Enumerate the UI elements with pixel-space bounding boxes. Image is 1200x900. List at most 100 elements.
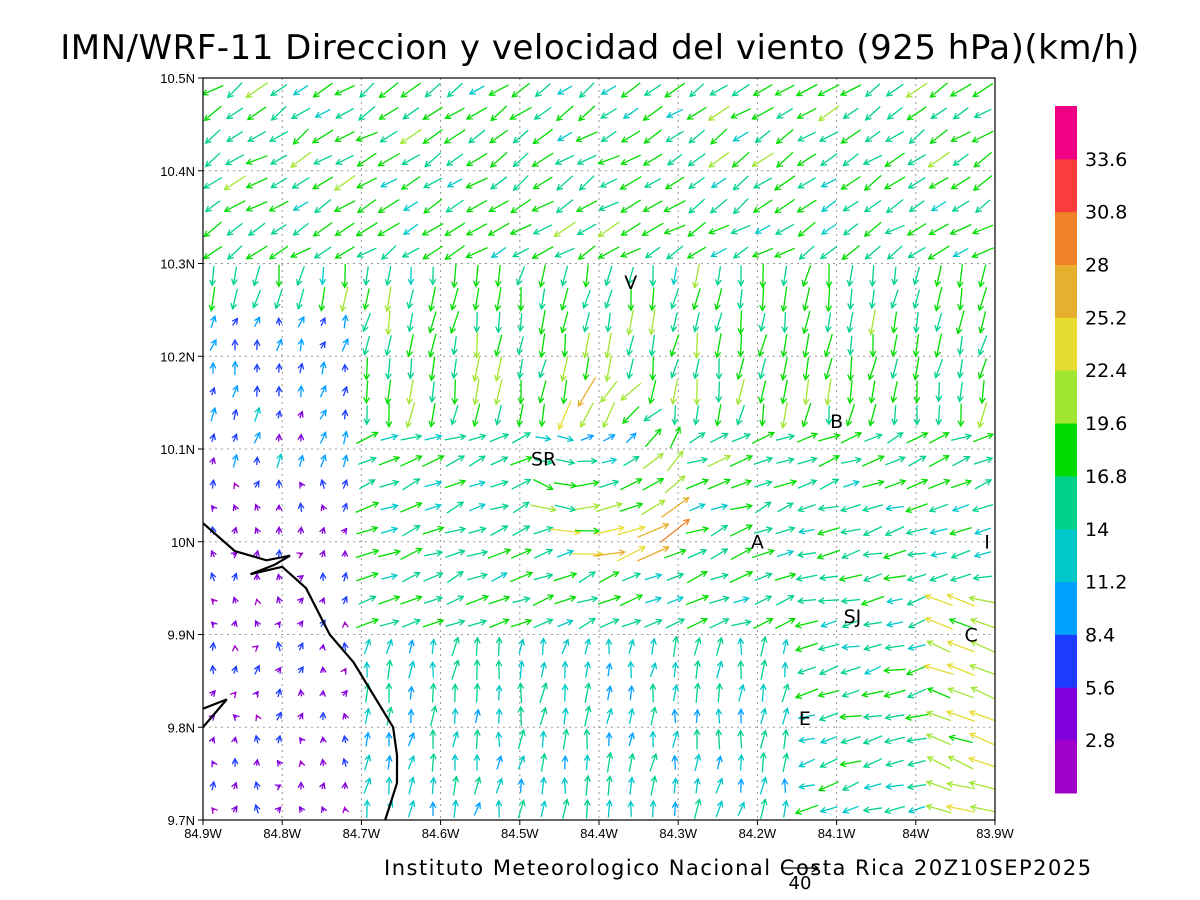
wind-arrow	[495, 778, 503, 794]
wind-arrow	[915, 311, 919, 333]
wind-arrow	[951, 131, 971, 142]
wind-arrowhead	[490, 251, 498, 259]
wind-arrowhead	[210, 314, 217, 323]
wind-arrow	[694, 405, 700, 425]
wind-arrow	[687, 549, 707, 559]
wind-arrow	[597, 596, 621, 605]
wind-arrowhead	[694, 753, 702, 761]
wind-arrowhead	[735, 418, 743, 426]
wind-arrow	[444, 435, 466, 441]
wind-arrowhead	[452, 775, 460, 783]
wind-arrowhead	[436, 571, 444, 579]
wind-arrowhead	[537, 396, 545, 404]
wind-arrowhead	[445, 206, 453, 213]
wind-arrowhead	[971, 251, 979, 259]
wind-arrow	[907, 552, 927, 556]
wind-arrowhead	[474, 776, 482, 784]
wind-arrowhead	[495, 707, 503, 715]
wind-arrow	[408, 312, 414, 332]
wind-arrowhead	[546, 525, 554, 533]
wind-arrow	[950, 480, 972, 489]
wind-arrowhead	[732, 252, 740, 259]
wind-arrow	[841, 598, 861, 602]
wind-arrowhead	[566, 549, 575, 556]
wind-arrowhead	[905, 736, 914, 744]
wind-arrowhead	[907, 760, 915, 768]
wind-arrowhead	[538, 350, 546, 359]
wind-arrowhead	[817, 644, 826, 652]
wind-arrow	[891, 358, 899, 379]
wind-arrowhead	[587, 434, 595, 441]
wind-arrow	[357, 199, 377, 213]
wind-arrowhead	[562, 728, 570, 736]
wind-arrow	[629, 777, 633, 795]
wind-arrowhead	[318, 596, 326, 605]
wind-arrow	[716, 266, 722, 286]
wind-arrowhead	[576, 158, 584, 165]
wind-arrow	[905, 713, 929, 719]
wind-arrowhead	[247, 229, 255, 237]
wind-arrowhead	[883, 807, 892, 814]
wind-arrow	[598, 246, 620, 259]
wind-arrowhead	[393, 549, 402, 556]
wind-arrowhead	[795, 574, 803, 582]
wind-arrow	[935, 312, 943, 332]
wind-arrow	[952, 200, 970, 212]
wind-arrowhead	[819, 252, 827, 260]
wind-arrowhead	[714, 303, 721, 311]
wind-arrow	[513, 174, 529, 191]
wind-arrow	[820, 758, 838, 768]
wind-arrowhead	[767, 548, 775, 556]
wind-arrow	[489, 200, 509, 212]
wind-arrow	[600, 107, 618, 119]
wind-arrowhead	[869, 280, 877, 288]
wind-arrow	[378, 456, 400, 466]
wind-arrowhead	[926, 640, 934, 647]
wind-arrow	[380, 504, 398, 511]
wind-arrowhead	[480, 572, 489, 580]
wind-arrowhead	[245, 205, 253, 212]
wind-arrow	[775, 527, 795, 535]
wind-arrow	[802, 403, 812, 427]
wind-arrowhead	[229, 691, 237, 699]
wind-arrow	[519, 683, 523, 704]
wind-arrow	[686, 571, 708, 584]
wind-arrow	[761, 404, 765, 426]
wind-arrow	[781, 708, 789, 725]
wind-arrow	[446, 199, 464, 213]
wind-arrowhead	[657, 478, 665, 485]
wind-arrowhead	[538, 280, 545, 289]
wind-arrowhead	[539, 776, 547, 784]
wind-arrowhead	[369, 595, 377, 602]
x-tick-label: 84.4W	[580, 826, 618, 841]
wind-arrowhead	[971, 505, 980, 513]
wind-arrowhead	[444, 112, 452, 119]
wind-arrow	[254, 665, 260, 675]
wind-arrow	[468, 455, 486, 467]
wind-arrow	[623, 456, 639, 467]
wind-arrow	[253, 316, 261, 328]
wind-arrowhead	[701, 478, 710, 486]
wind-arrow	[826, 378, 832, 405]
wind-arrow	[575, 481, 599, 488]
wind-arrowhead	[707, 161, 716, 168]
y-tick-label: 9.7N	[168, 813, 195, 828]
wind-arrow	[445, 550, 465, 558]
wind-arrowhead	[450, 372, 458, 380]
wind-arrow	[665, 176, 685, 190]
wind-arrowhead	[577, 253, 585, 260]
wind-arrow	[969, 781, 995, 790]
wind-arrow	[804, 378, 810, 405]
wind-arrowhead	[802, 304, 809, 312]
reference-arrowhead	[811, 863, 820, 873]
wind-arrow	[737, 357, 745, 380]
wind-arrow	[583, 312, 591, 332]
wind-arrowhead	[862, 806, 870, 814]
wind-arrowhead	[694, 682, 701, 690]
wind-arrowhead	[671, 754, 679, 762]
wind-arrow	[927, 756, 951, 770]
wind-arrow	[926, 805, 952, 814]
wind-arrowhead	[758, 372, 765, 380]
wind-arrowhead	[341, 781, 349, 789]
wind-arrow	[556, 105, 574, 121]
